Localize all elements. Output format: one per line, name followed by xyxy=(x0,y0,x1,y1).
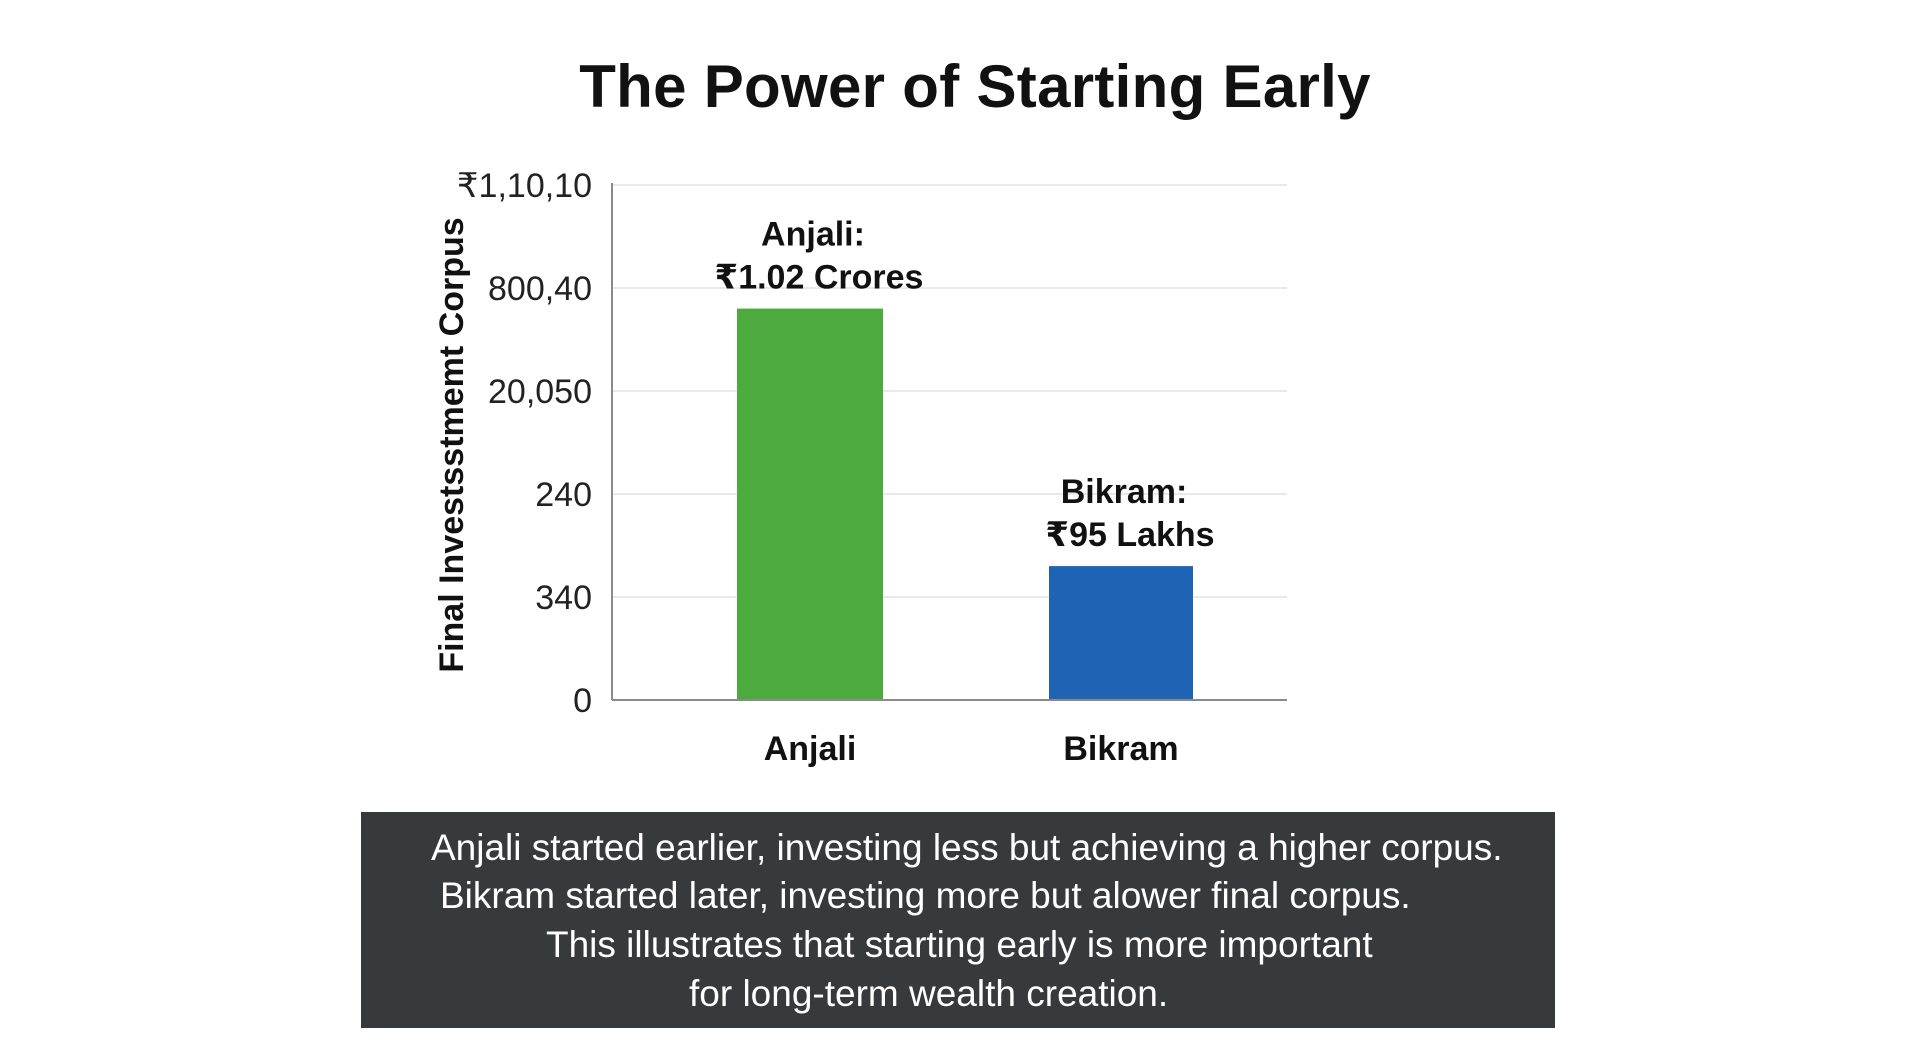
caption-box: Anjali started earlier, investing less b… xyxy=(361,812,1555,1028)
y-tick-labels: 0 340 240 20,050 800,40 ₹1,10,10 xyxy=(457,167,592,720)
caption-line-2: Bikram started later, investing more but… xyxy=(440,875,1411,916)
x-tick-label-bikram: Bikram xyxy=(1063,730,1178,768)
y-tick-label: 240 xyxy=(535,476,592,514)
data-label-bikram-value: ₹95 Lakhs xyxy=(1045,516,1214,554)
y-axis-title: Final Investsstmemt Corpus xyxy=(433,217,471,672)
caption-line-3: This illustrates that starting early is … xyxy=(546,924,1373,965)
caption-line-1: Anjali started earlier, investing less b… xyxy=(431,827,1503,868)
chart-title: The Power of Starting Early xyxy=(579,53,1371,120)
caption-line-4: for long-term wealth creation. xyxy=(689,973,1169,1014)
y-tick-label: 800,40 xyxy=(488,270,592,308)
y-tick-label: ₹1,10,10 xyxy=(457,167,592,205)
y-tick-label: 0 xyxy=(573,682,592,720)
data-label-bikram-name: Bikram: xyxy=(1061,473,1188,511)
bar-bikram xyxy=(1049,566,1193,700)
y-tick-label: 20,050 xyxy=(488,373,592,411)
data-label-anjali-name: Anjali: xyxy=(761,216,865,254)
bar-anjali xyxy=(737,308,883,700)
data-labels: Anjali: ₹1.02 Crores Bikram: ₹95 Lakhs xyxy=(715,216,1215,554)
y-tick-label: 340 xyxy=(535,579,592,617)
category-labels: Anjali Bikram xyxy=(764,730,1179,768)
bars xyxy=(737,308,1193,700)
x-tick-label-anjali: Anjali xyxy=(764,730,857,768)
data-label-anjali-value: ₹1.02 Crores xyxy=(715,259,924,297)
axes xyxy=(611,183,1287,701)
